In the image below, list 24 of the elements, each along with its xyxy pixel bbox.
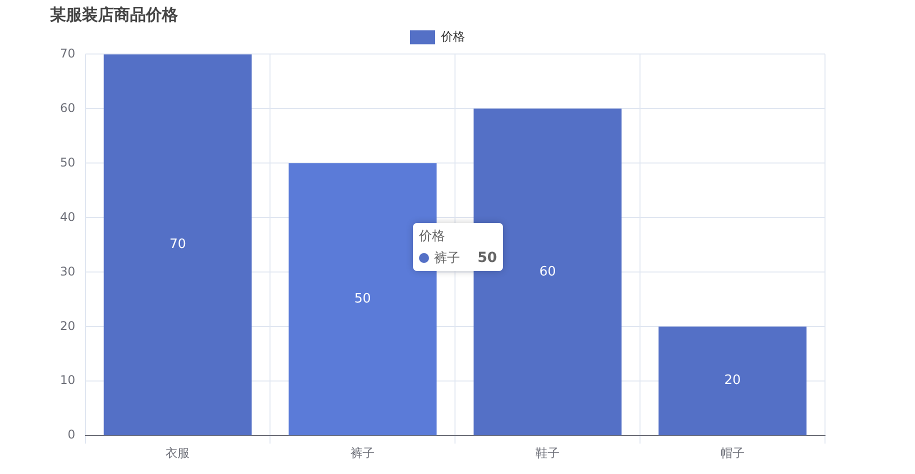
annotation: 50 — [476, 250, 497, 266]
y-tick-label: 10 — [60, 373, 76, 388]
data-label: 50 — [354, 292, 371, 307]
y-tick-label: 20 — [60, 318, 76, 333]
x-tick-label: 裤子 — [350, 446, 375, 460]
x-tick-label: 帽子 — [720, 446, 745, 460]
data-label: 70 — [169, 237, 186, 252]
annotation: 裤子 — [434, 250, 460, 267]
y-tick-label: 60 — [60, 100, 76, 115]
x-tick-label: 鞋子 — [536, 446, 560, 460]
y-tick-label: 30 — [60, 264, 76, 278]
y-tick-label: 70 — [60, 46, 76, 60]
chart-title: 某服装店商品价格 — [49, 4, 179, 24]
annotation: 价格 — [419, 228, 446, 245]
legend-label: 价格 — [440, 29, 465, 44]
data-label: 20 — [724, 373, 741, 388]
y-tick-label: 0 — [68, 428, 76, 442]
y-tick-label: 40 — [60, 210, 76, 224]
x-tick-label: 衣服 — [166, 446, 190, 460]
data-label: 60 — [539, 264, 556, 280]
bar — [104, 54, 252, 436]
y-tick-label: 50 — [60, 155, 76, 170]
bar — [658, 326, 807, 436]
bar — [474, 108, 622, 436]
